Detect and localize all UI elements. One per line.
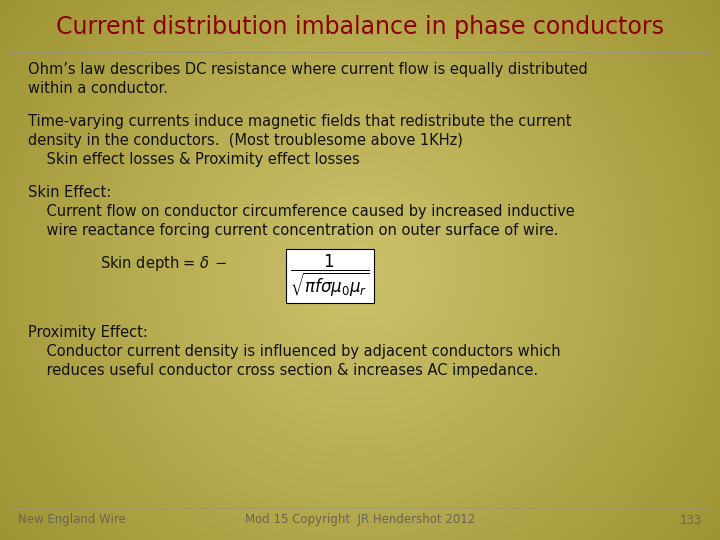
Text: Time-varying currents induce magnetic fields that redistribute the current: Time-varying currents induce magnetic fi… [28, 114, 572, 129]
Text: Conductor current density is influenced by adjacent conductors which: Conductor current density is influenced … [28, 344, 561, 359]
Text: wire reactance forcing current concentration on outer surface of wire.: wire reactance forcing current concentra… [28, 223, 559, 238]
Text: Skin Effect:: Skin Effect: [28, 185, 112, 200]
Text: Skin effect losses & Proximity effect losses: Skin effect losses & Proximity effect lo… [28, 152, 360, 167]
Text: Current flow on conductor circumference caused by increased inductive: Current flow on conductor circumference … [28, 204, 575, 219]
Text: 133: 133 [680, 514, 702, 526]
Text: reduces useful conductor cross section & increases AC impedance.: reduces useful conductor cross section &… [28, 363, 538, 378]
Text: $\dfrac{1}{\sqrt{\pi f \sigma \mu_0 \mu_r}}$: $\dfrac{1}{\sqrt{\pi f \sigma \mu_0 \mu_… [290, 253, 369, 299]
Text: density in the conductors.  (Most troublesome above 1KHz): density in the conductors. (Most trouble… [28, 133, 463, 148]
Text: Ohm’s law describes DC resistance where current flow is equally distributed: Ohm’s law describes DC resistance where … [28, 62, 588, 77]
Text: New England Wire: New England Wire [18, 514, 126, 526]
Text: Mod 15 Copyright  JR Hendershot 2012: Mod 15 Copyright JR Hendershot 2012 [245, 514, 475, 526]
Text: within a conductor.: within a conductor. [28, 81, 168, 96]
Text: Skin depth = $\delta\,-$: Skin depth = $\delta\,-$ [100, 254, 227, 273]
Text: Proximity Effect:: Proximity Effect: [28, 325, 148, 340]
Text: Current distribution imbalance in phase conductors: Current distribution imbalance in phase … [56, 15, 664, 39]
